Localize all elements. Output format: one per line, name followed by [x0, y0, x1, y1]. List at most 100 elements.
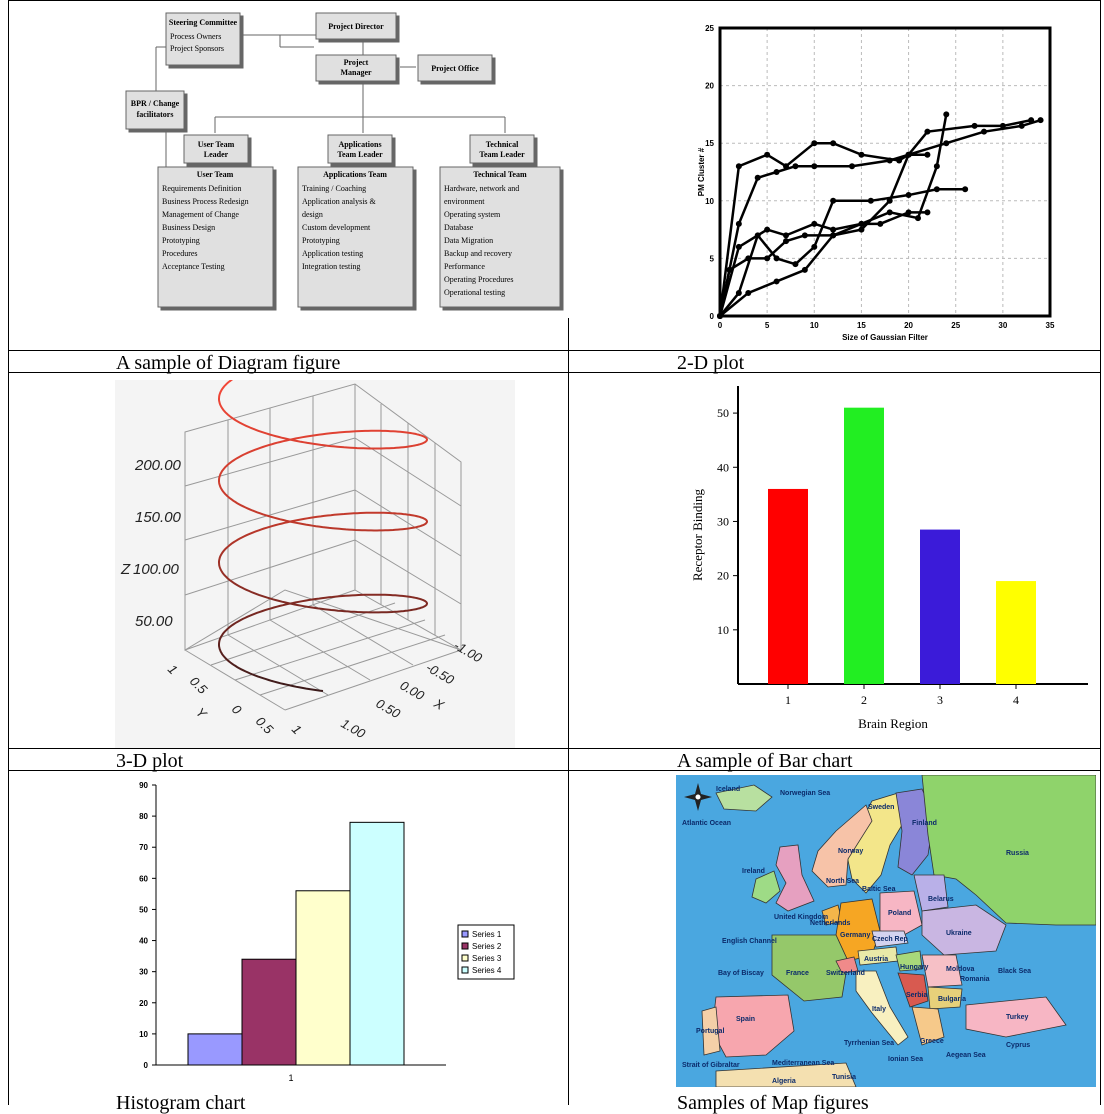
- data-point: [764, 226, 771, 233]
- map-label: Bay of Biscay: [718, 970, 764, 977]
- x-axis-label: Size of Gaussian Filter: [842, 333, 928, 342]
- org-team-item: Management of Change: [162, 210, 239, 219]
- data-point: [764, 151, 771, 158]
- map-label: Iceland: [716, 786, 740, 793]
- y-tick-label: 20: [139, 999, 148, 1008]
- data-point: [905, 209, 912, 216]
- z-tick-150: 150.00: [135, 509, 182, 526]
- table-row-divider-2: [8, 372, 1101, 373]
- table-border-left: [8, 0, 9, 1105]
- helix-curve: [218, 380, 428, 692]
- data-point: [717, 313, 723, 319]
- org-director: Project Director: [328, 22, 384, 31]
- y-tick-label: 40: [717, 460, 729, 474]
- table-row-divider-4: [8, 770, 1101, 771]
- helix-3d-plot: 200.00 150.00 Z 100.00 50.00 1 0.5 Y 0 0…: [115, 380, 515, 748]
- data-point: [773, 255, 780, 262]
- org-steering-line2: Project Sponsors: [170, 44, 224, 53]
- map-ukraine: [921, 904, 1007, 956]
- z-tick-100: 100.00: [133, 561, 180, 578]
- map-greece: [911, 1006, 945, 1046]
- data-point: [886, 209, 893, 216]
- data-point: [858, 220, 865, 227]
- data-point: [811, 163, 818, 170]
- data-point: [858, 151, 865, 158]
- map-label: English Channel: [722, 938, 777, 945]
- map-label: Italy: [872, 1006, 886, 1013]
- y-tick-label: 0: [710, 312, 715, 321]
- org-app-leader-l2: Team Leader: [337, 150, 383, 159]
- data-point: [773, 278, 780, 285]
- map-balkans: [897, 972, 929, 1008]
- caption-diagram: A sample of Diagram figure: [116, 352, 341, 374]
- data-point: [830, 226, 837, 233]
- org-team-item: Operating system: [444, 210, 501, 219]
- map-label: Algeria: [772, 1078, 796, 1085]
- x-tick-label: 25: [951, 321, 960, 330]
- org-user-leader-l1: User Team: [198, 140, 235, 149]
- org-team-title: User Team: [197, 170, 234, 179]
- bar: [844, 407, 884, 684]
- org-steering-line1: Process Owners: [170, 32, 221, 41]
- legend-label: Series 4: [472, 966, 502, 975]
- map-poland: [879, 890, 923, 936]
- org-team-title: Applications Team: [323, 170, 387, 179]
- bar-chart: 10 20 30 40 50 1 2 3 4 Brain Region Receptor Bindi…: [680, 378, 1098, 746]
- map-label: Moldova: [946, 966, 974, 973]
- compass-icon: [684, 783, 712, 811]
- org-app-leader-l1: Applications: [338, 140, 381, 149]
- org-team-item: Application analysis &: [302, 197, 377, 206]
- map-belarus: [913, 874, 949, 912]
- y-axis-label: PM Cluster #: [697, 147, 706, 196]
- data-point: [867, 197, 874, 204]
- z-tick-50: 50.00: [135, 613, 173, 630]
- data-point: [735, 243, 742, 250]
- y-tick-label: 5: [710, 254, 715, 263]
- map-norway: [811, 804, 873, 888]
- data-point: [735, 163, 742, 170]
- table-column-divider: [568, 318, 569, 1105]
- org-manager-l1: Project: [344, 58, 369, 67]
- y-tick-label: 90: [139, 781, 148, 790]
- x-axis-label: Brain Region: [858, 716, 928, 731]
- europe-map: Iceland Norwegian Sea Atlantic Ocean Sweden…: [676, 775, 1096, 1087]
- org-team-item: Operating Procedures: [444, 275, 514, 284]
- org-team-item: design: [302, 210, 323, 219]
- y-tick-label: 10: [705, 197, 714, 206]
- data-point: [1018, 122, 1025, 129]
- map-label: Portugal: [696, 1028, 724, 1035]
- org-bpr-l1: BPR / Change: [131, 99, 180, 108]
- data-point: [830, 197, 837, 204]
- org-team-item: Prototyping: [162, 236, 200, 245]
- caption-3d-plot: 3-D plot: [116, 750, 184, 772]
- y-tick-label: 50: [139, 905, 148, 914]
- histogram-bar: [241, 958, 297, 1066]
- map-label: Ukraine: [946, 930, 972, 937]
- org-team-item: Operational testing: [444, 288, 505, 297]
- map-label: Serbia: [906, 992, 928, 999]
- org-team-item: Procedures: [162, 249, 198, 258]
- series-line: [719, 188, 966, 317]
- org-team-item: Acceptance Testing: [162, 262, 225, 271]
- org-team-title: Technical Team: [473, 170, 527, 179]
- x-tick-label: 1: [785, 693, 791, 707]
- data-point: [830, 140, 837, 147]
- y-tick-label: 80: [139, 812, 148, 821]
- org-team-item: Requirements Definition: [162, 184, 241, 193]
- line-plot: 0 5 10 15 20 25 30 35 0 5 10 15 20 25 Size of Gaussian…: [690, 20, 1095, 350]
- map-bulgaria: [927, 986, 963, 1010]
- map-label: Sweden: [868, 804, 894, 811]
- data-point: [811, 220, 818, 227]
- legend: Series 1 Series 2 Series 3 Series 4: [457, 924, 515, 980]
- data-point: [943, 140, 950, 147]
- data-point: [858, 226, 865, 233]
- caption-map: Samples of Map figures: [677, 1092, 869, 1114]
- org-steering-title: Steering Committee: [169, 18, 238, 27]
- z-tick-200: 200.00: [134, 457, 182, 474]
- legend-label: Series 3: [472, 954, 502, 963]
- data-point: [924, 209, 931, 216]
- legend-label: Series 2: [472, 942, 502, 951]
- map-label: Romania: [960, 976, 990, 983]
- org-team-item: Integration testing: [302, 262, 360, 271]
- y-tick-label: 15: [705, 139, 714, 148]
